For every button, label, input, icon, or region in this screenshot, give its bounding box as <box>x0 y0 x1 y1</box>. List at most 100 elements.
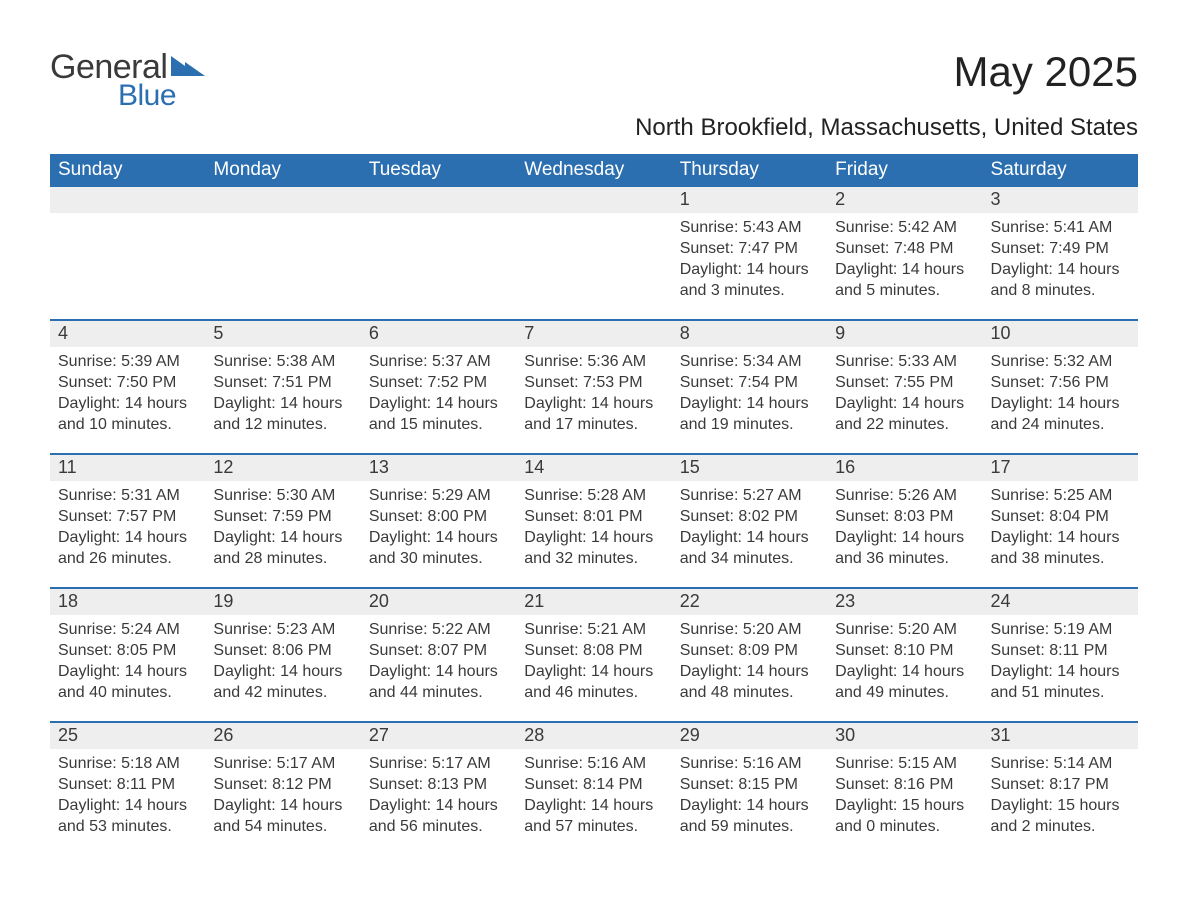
daylight-line: Daylight: 14 hours and 15 minutes. <box>369 393 508 435</box>
day-body: Sunrise: 5:39 AMSunset: 7:50 PMDaylight:… <box>50 347 205 439</box>
sunrise-line: Sunrise: 5:39 AM <box>58 351 197 372</box>
daylight-line: Daylight: 14 hours and 48 minutes. <box>680 661 819 703</box>
sunrise-line: Sunrise: 5:36 AM <box>524 351 663 372</box>
day-number: 28 <box>516 723 671 749</box>
sunset-line: Sunset: 8:11 PM <box>58 774 197 795</box>
daylight-line: Daylight: 14 hours and 40 minutes. <box>58 661 197 703</box>
calendar-empty-cell <box>516 187 671 319</box>
day-body: Sunrise: 5:24 AMSunset: 8:05 PMDaylight:… <box>50 615 205 707</box>
day-body: Sunrise: 5:33 AMSunset: 7:55 PMDaylight:… <box>827 347 982 439</box>
calendar-day-cell: 25Sunrise: 5:18 AMSunset: 8:11 PMDayligh… <box>50 723 205 855</box>
day-number <box>50 187 205 213</box>
sunset-line: Sunset: 7:51 PM <box>213 372 352 393</box>
calendar-week-row: 1Sunrise: 5:43 AMSunset: 7:47 PMDaylight… <box>50 187 1138 319</box>
sunset-line: Sunset: 7:47 PM <box>680 238 819 259</box>
weekday-header: Saturday <box>983 154 1138 187</box>
day-number: 12 <box>205 455 360 481</box>
brand-logo: General Blue <box>50 48 207 113</box>
day-number: 13 <box>361 455 516 481</box>
sunrise-line: Sunrise: 5:16 AM <box>680 753 819 774</box>
calendar-day-cell: 21Sunrise: 5:21 AMSunset: 8:08 PMDayligh… <box>516 589 671 721</box>
calendar-day-cell: 29Sunrise: 5:16 AMSunset: 8:15 PMDayligh… <box>672 723 827 855</box>
day-body: Sunrise: 5:38 AMSunset: 7:51 PMDaylight:… <box>205 347 360 439</box>
day-number: 29 <box>672 723 827 749</box>
calendar-day-cell: 15Sunrise: 5:27 AMSunset: 8:02 PMDayligh… <box>672 455 827 587</box>
sunrise-line: Sunrise: 5:33 AM <box>835 351 974 372</box>
sunset-line: Sunset: 8:03 PM <box>835 506 974 527</box>
calendar-day-cell: 20Sunrise: 5:22 AMSunset: 8:07 PMDayligh… <box>361 589 516 721</box>
day-number: 8 <box>672 321 827 347</box>
sunset-line: Sunset: 8:00 PM <box>369 506 508 527</box>
calendar-day-cell: 18Sunrise: 5:24 AMSunset: 8:05 PMDayligh… <box>50 589 205 721</box>
sunset-line: Sunset: 8:15 PM <box>680 774 819 795</box>
day-body: Sunrise: 5:29 AMSunset: 8:00 PMDaylight:… <box>361 481 516 573</box>
daylight-line: Daylight: 14 hours and 10 minutes. <box>58 393 197 435</box>
day-number: 18 <box>50 589 205 615</box>
calendar-day-cell: 5Sunrise: 5:38 AMSunset: 7:51 PMDaylight… <box>205 321 360 453</box>
day-number <box>516 187 671 213</box>
sunset-line: Sunset: 7:49 PM <box>991 238 1130 259</box>
daylight-line: Daylight: 14 hours and 42 minutes. <box>213 661 352 703</box>
calendar-grid: Sunday Monday Tuesday Wednesday Thursday… <box>50 154 1138 855</box>
daylight-line: Daylight: 14 hours and 36 minutes. <box>835 527 974 569</box>
sunrise-line: Sunrise: 5:20 AM <box>680 619 819 640</box>
daylight-line: Daylight: 14 hours and 3 minutes. <box>680 259 819 301</box>
daylight-line: Daylight: 14 hours and 12 minutes. <box>213 393 352 435</box>
day-number <box>361 187 516 213</box>
sunset-line: Sunset: 8:01 PM <box>524 506 663 527</box>
sunset-line: Sunset: 8:08 PM <box>524 640 663 661</box>
sunset-line: Sunset: 7:55 PM <box>835 372 974 393</box>
calendar-day-cell: 26Sunrise: 5:17 AMSunset: 8:12 PMDayligh… <box>205 723 360 855</box>
calendar-day-cell: 17Sunrise: 5:25 AMSunset: 8:04 PMDayligh… <box>983 455 1138 587</box>
calendar-page: General Blue May 2025 North Brookfield, … <box>0 0 1188 855</box>
brand-text-blue: Blue <box>118 79 176 113</box>
day-number: 31 <box>983 723 1138 749</box>
sunset-line: Sunset: 7:50 PM <box>58 372 197 393</box>
sunset-line: Sunset: 7:59 PM <box>213 506 352 527</box>
sunrise-line: Sunrise: 5:25 AM <box>991 485 1130 506</box>
calendar-day-cell: 12Sunrise: 5:30 AMSunset: 7:59 PMDayligh… <box>205 455 360 587</box>
daylight-line: Daylight: 14 hours and 53 minutes. <box>58 795 197 837</box>
sunset-line: Sunset: 7:57 PM <box>58 506 197 527</box>
sunset-line: Sunset: 8:04 PM <box>991 506 1130 527</box>
sunset-line: Sunset: 8:06 PM <box>213 640 352 661</box>
calendar-day-cell: 2Sunrise: 5:42 AMSunset: 7:48 PMDaylight… <box>827 187 982 319</box>
calendar-day-cell: 3Sunrise: 5:41 AMSunset: 7:49 PMDaylight… <box>983 187 1138 319</box>
daylight-line: Daylight: 14 hours and 56 minutes. <box>369 795 508 837</box>
calendar-week-row: 18Sunrise: 5:24 AMSunset: 8:05 PMDayligh… <box>50 587 1138 721</box>
day-number: 30 <box>827 723 982 749</box>
sunrise-line: Sunrise: 5:15 AM <box>835 753 974 774</box>
day-body: Sunrise: 5:18 AMSunset: 8:11 PMDaylight:… <box>50 749 205 841</box>
sunset-line: Sunset: 8:12 PM <box>213 774 352 795</box>
day-number: 9 <box>827 321 982 347</box>
day-number: 19 <box>205 589 360 615</box>
weekday-header-row: Sunday Monday Tuesday Wednesday Thursday… <box>50 154 1138 187</box>
sunset-line: Sunset: 7:56 PM <box>991 372 1130 393</box>
daylight-line: Daylight: 14 hours and 28 minutes. <box>213 527 352 569</box>
sunset-line: Sunset: 8:14 PM <box>524 774 663 795</box>
daylight-line: Daylight: 14 hours and 44 minutes. <box>369 661 508 703</box>
day-body: Sunrise: 5:17 AMSunset: 8:12 PMDaylight:… <box>205 749 360 841</box>
sunset-line: Sunset: 7:53 PM <box>524 372 663 393</box>
day-number: 6 <box>361 321 516 347</box>
sunrise-line: Sunrise: 5:16 AM <box>524 753 663 774</box>
day-body: Sunrise: 5:41 AMSunset: 7:49 PMDaylight:… <box>983 213 1138 305</box>
sunrise-line: Sunrise: 5:17 AM <box>213 753 352 774</box>
calendar-weeks: 1Sunrise: 5:43 AMSunset: 7:47 PMDaylight… <box>50 187 1138 855</box>
sunrise-line: Sunrise: 5:42 AM <box>835 217 974 238</box>
daylight-line: Daylight: 14 hours and 54 minutes. <box>213 795 352 837</box>
day-body: Sunrise: 5:23 AMSunset: 8:06 PMDaylight:… <box>205 615 360 707</box>
daylight-line: Daylight: 15 hours and 0 minutes. <box>835 795 974 837</box>
day-body: Sunrise: 5:32 AMSunset: 7:56 PMDaylight:… <box>983 347 1138 439</box>
sunrise-line: Sunrise: 5:27 AM <box>680 485 819 506</box>
calendar-day-cell: 28Sunrise: 5:16 AMSunset: 8:14 PMDayligh… <box>516 723 671 855</box>
day-body: Sunrise: 5:27 AMSunset: 8:02 PMDaylight:… <box>672 481 827 573</box>
day-body: Sunrise: 5:22 AMSunset: 8:07 PMDaylight:… <box>361 615 516 707</box>
sunset-line: Sunset: 8:05 PM <box>58 640 197 661</box>
sunset-line: Sunset: 7:54 PM <box>680 372 819 393</box>
sunrise-line: Sunrise: 5:43 AM <box>680 217 819 238</box>
weekday-header: Monday <box>205 154 360 187</box>
calendar-empty-cell <box>50 187 205 319</box>
sunset-line: Sunset: 8:10 PM <box>835 640 974 661</box>
calendar-day-cell: 14Sunrise: 5:28 AMSunset: 8:01 PMDayligh… <box>516 455 671 587</box>
